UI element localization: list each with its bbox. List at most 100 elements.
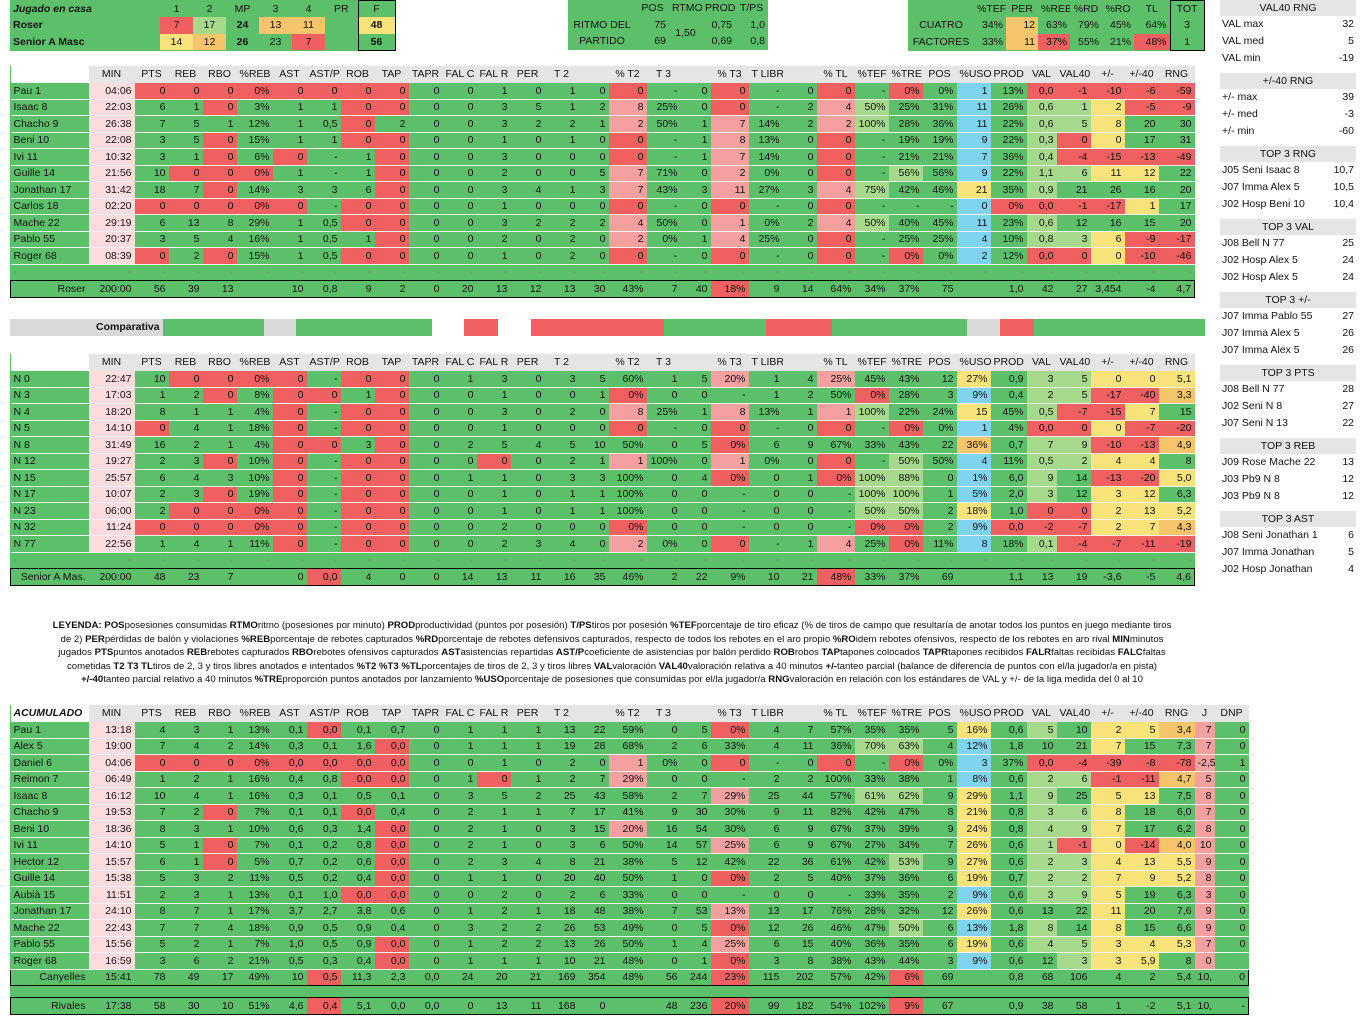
acc-cell: 0 xyxy=(134,754,169,772)
team1-header: MIN xyxy=(88,66,135,83)
team1-cell: 3 xyxy=(272,181,307,199)
acc-cell: 0,5 xyxy=(306,936,341,953)
acc-cell: 13 xyxy=(544,721,579,739)
acc-cell: 1 xyxy=(608,754,647,772)
team2-cell: 5 xyxy=(680,370,711,388)
acc-cell: 0,0 xyxy=(374,952,409,970)
team2-cell: 0,7 xyxy=(990,436,1027,454)
team1-cell: 2 xyxy=(510,115,545,133)
acc-cell: 13% xyxy=(956,919,991,937)
team1-row: Carlos 18 02:20 0 0 0 0% 0-0 0 0 0 1 0 0 0 0-0 0-0 0- - -0… xyxy=(10,198,1195,215)
team1-total-cell: 9 xyxy=(748,280,783,298)
acc-cell: 30% xyxy=(710,804,749,821)
team2-total-cell: 0 xyxy=(272,568,307,586)
team2-cell: 0 xyxy=(710,535,749,553)
acc-header: RNG xyxy=(1158,705,1195,722)
team2-cell: 2 xyxy=(1090,519,1125,536)
acc-cell: 2 xyxy=(544,771,579,788)
team1-cell: 14% xyxy=(236,181,273,199)
team1-header: +/- xyxy=(1090,66,1125,83)
acc-cell: 1,6 xyxy=(340,738,375,755)
acc-cell: 15 xyxy=(1124,738,1159,755)
team1-cell: 0 xyxy=(408,181,443,199)
acc-cell: 2 xyxy=(748,870,783,887)
acc-cell: 0,7 xyxy=(990,870,1027,887)
team1-cell: 0 xyxy=(442,148,477,166)
team2-cell: 6 xyxy=(748,436,783,454)
acc-cell: 1 xyxy=(442,936,477,953)
acc-cell: 0,1 xyxy=(306,787,341,805)
team2-cell: 0 xyxy=(408,486,443,503)
sidebar-item-label: J08 Bell N 77 xyxy=(1222,383,1285,395)
acc-cell: 0,0 xyxy=(374,771,409,788)
acc-cell: 36% xyxy=(888,870,923,887)
acc-cell: 5 xyxy=(476,787,511,805)
team2-player-name: N 4 xyxy=(10,403,89,421)
team1-cell: 1 xyxy=(956,82,991,100)
acc-cell: 8 xyxy=(134,903,169,920)
team2-cell: 50% xyxy=(888,502,923,520)
team2-cell: -7 xyxy=(1056,519,1091,536)
team1-cell: 5 xyxy=(578,165,609,182)
acc-total-row-cell: 2 xyxy=(1124,968,1159,986)
acc-cell: 2 xyxy=(544,886,579,904)
acc-player-name: Aubià 15 xyxy=(10,886,89,904)
acc-cell: 0,1 xyxy=(272,804,307,821)
team1-cell: 3 xyxy=(134,148,169,166)
acc-cell: 29% xyxy=(956,787,991,805)
team2-cell: 0 xyxy=(578,403,609,421)
team1-cell: 0 xyxy=(608,247,647,265)
acc-cell: 26% xyxy=(956,903,991,920)
comparativa-bar xyxy=(664,319,766,336)
acc-cell: 4,0 xyxy=(1158,837,1195,854)
team2-cell: -20 xyxy=(1158,420,1195,437)
acc-cell: 17% xyxy=(236,903,273,920)
team2-cell: 1 xyxy=(340,387,375,404)
acc-row: Isaac 8 16:12 10 4 1 16% 0,3 0,1 0,5 0,1 0 3 5 2 25 43 5… xyxy=(10,787,1249,805)
acc-cell: 0 xyxy=(680,754,711,772)
acc-total-row: Canyelles 15:41 78 49 17 49% 10 0,5 11,3 2,3 0,0 24… xyxy=(10,968,1249,986)
team2-cell: 0 xyxy=(272,486,307,503)
acc-cell: 5 xyxy=(680,721,711,739)
acc-cell: 22 xyxy=(748,853,783,871)
team1-cell: 6 xyxy=(134,214,169,232)
acc-total-row-cell: 202 xyxy=(782,968,817,986)
team1-cell: 9 xyxy=(956,132,991,149)
acc-cell: 0 xyxy=(1214,886,1249,904)
acc-cell: 1 xyxy=(476,738,511,755)
acc-cell: 21 xyxy=(578,952,609,970)
acc-cell: 5,3 xyxy=(1158,936,1195,953)
team2-cell: 0 xyxy=(272,453,307,470)
team2-cell: 5 xyxy=(680,436,711,454)
acc-cell: 1 xyxy=(168,837,203,854)
team1-cell: -59 xyxy=(1158,82,1195,100)
team1-cell: 0 xyxy=(816,231,855,248)
team1-cell: 10 xyxy=(134,165,169,182)
acc-cell: 0,4 xyxy=(374,804,409,821)
acc-player-name: Isaac 8 xyxy=(10,787,89,805)
sidebar-item-label: VAL med xyxy=(1222,35,1265,47)
comparativa-bar xyxy=(1034,319,1205,336)
team2-cell: 2 xyxy=(476,519,511,536)
team1-cell: 71% xyxy=(646,165,681,182)
team2-total-cell: -5 xyxy=(1124,568,1159,586)
acc-cell: 39% xyxy=(888,820,923,838)
acc-cell: - xyxy=(710,886,749,904)
acc-cell: 25 xyxy=(748,787,783,805)
team1-cell: 0 xyxy=(680,198,711,215)
team2-cell: 0 xyxy=(544,387,579,404)
team1-cell: 1 xyxy=(476,82,511,100)
team2-cell: 4 xyxy=(816,535,855,553)
team1-cell: 29% xyxy=(236,214,273,232)
sidebar-section-title: VAL40 RNG xyxy=(1220,0,1356,16)
acc-rivales-row-cell: 51% xyxy=(236,997,273,1015)
team1-header: %TRE xyxy=(888,66,923,83)
acc-cell: 7 xyxy=(134,738,169,755)
team1-cell: 2 xyxy=(608,115,647,133)
team2-cell: 7 xyxy=(1026,436,1057,454)
team1-cell: 0 xyxy=(510,198,545,215)
team1-cell: 3 xyxy=(306,181,341,199)
team1-cell: 2 xyxy=(510,214,545,232)
acc-cell: 26 xyxy=(544,919,579,937)
acc-cell: 1 xyxy=(510,952,545,970)
